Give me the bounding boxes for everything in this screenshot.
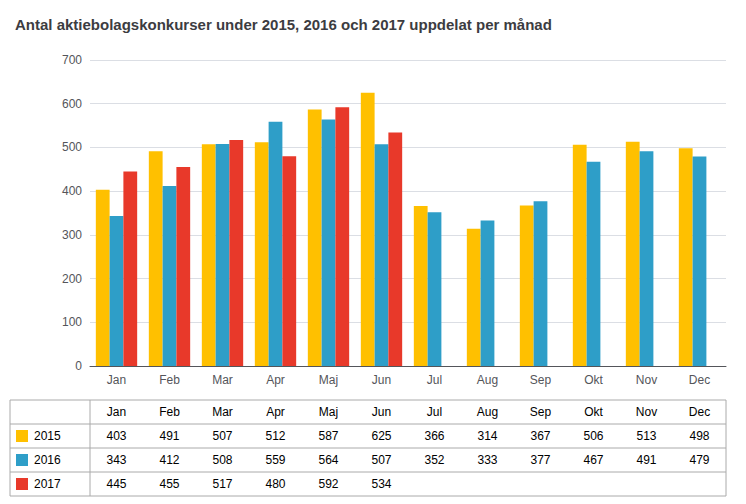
svg-text:Sep: Sep [530,373,552,387]
svg-text:Maj: Maj [319,373,338,387]
svg-text:Aug: Aug [477,405,498,419]
svg-text:625: 625 [371,429,391,443]
svg-text:480: 480 [265,477,285,491]
svg-text:512: 512 [265,429,285,443]
svg-text:Okt: Okt [584,373,603,387]
svg-text:500: 500 [62,140,82,154]
svg-text:508: 508 [212,453,232,467]
svg-text:Jan: Jan [107,373,126,387]
svg-text:Feb: Feb [159,405,180,419]
svg-text:559: 559 [265,453,285,467]
svg-text:455: 455 [159,477,179,491]
svg-text:700: 700 [62,53,82,67]
svg-text:Feb: Feb [159,373,180,387]
svg-text:0: 0 [75,359,82,373]
svg-text:445: 445 [106,477,126,491]
svg-text:314: 314 [477,429,497,443]
svg-text:Sep: Sep [530,405,552,419]
svg-text:587: 587 [318,429,338,443]
svg-text:506: 506 [583,429,603,443]
svg-text:Aug: Aug [477,373,498,387]
svg-text:2015: 2015 [34,429,61,443]
svg-text:Jun: Jun [372,405,391,419]
svg-text:300: 300 [62,228,82,242]
svg-text:Jul: Jul [427,373,442,387]
svg-text:352: 352 [424,453,444,467]
svg-text:Okt: Okt [584,405,603,419]
svg-text:377: 377 [530,453,550,467]
svg-text:Jun: Jun [372,373,391,387]
svg-text:517: 517 [212,477,232,491]
svg-text:366: 366 [424,429,444,443]
svg-text:534: 534 [371,477,391,491]
svg-text:Apr: Apr [266,405,285,419]
svg-text:Dec: Dec [689,373,710,387]
svg-text:507: 507 [371,453,391,467]
svg-text:333: 333 [477,453,497,467]
svg-text:600: 600 [62,97,82,111]
svg-text:412: 412 [159,453,179,467]
svg-text:479: 479 [689,453,709,467]
svg-text:343: 343 [106,453,126,467]
svg-text:491: 491 [159,429,179,443]
svg-text:100: 100 [62,315,82,329]
svg-text:Mar: Mar [212,405,233,419]
svg-text:2017: 2017 [34,477,61,491]
svg-text:507: 507 [212,429,232,443]
svg-text:Jan: Jan [107,405,126,419]
svg-text:Maj: Maj [319,405,338,419]
svg-text:592: 592 [318,477,338,491]
svg-text:403: 403 [106,429,126,443]
svg-text:564: 564 [318,453,338,467]
svg-text:513: 513 [636,429,656,443]
svg-text:498: 498 [689,429,709,443]
svg-text:Jul: Jul [427,405,442,419]
svg-text:467: 467 [583,453,603,467]
svg-text:Nov: Nov [636,373,657,387]
svg-text:491: 491 [636,453,656,467]
svg-text:2016: 2016 [34,453,61,467]
svg-text:400: 400 [62,184,82,198]
svg-text:Apr: Apr [266,373,285,387]
svg-text:Nov: Nov [636,405,657,419]
svg-text:Dec: Dec [689,405,710,419]
svg-text:Mar: Mar [212,373,233,387]
svg-text:367: 367 [530,429,550,443]
svg-text:Antal aktiebolagskonkurser und: Antal aktiebolagskonkurser under 2015, 2… [15,16,552,33]
svg-text:200: 200 [62,272,82,286]
